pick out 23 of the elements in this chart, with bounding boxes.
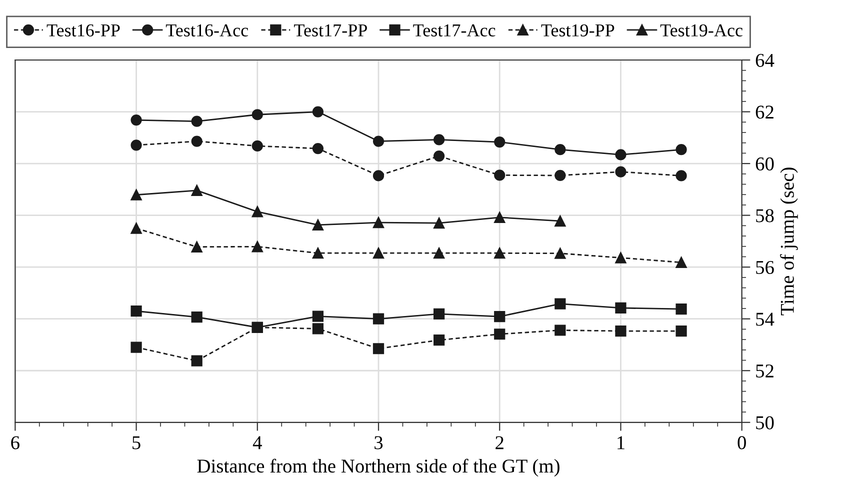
x-tick-label: 2 [496,436,504,450]
legend-label: Test19-Acc [660,24,742,36]
y-tick-label: 58 [756,209,774,222]
x-tick-label: 3 [374,436,383,450]
y-tick-label: 64 [756,54,774,67]
legend-label: Test19-PP [541,24,614,36]
y-tick-label: 62 [756,106,774,119]
y-tick-label: 52 [756,364,774,378]
legend-label: Test17-Acc [413,24,496,36]
y-axis-title: Time of jump (sec) [780,168,798,316]
x-tick-label: 0 [738,436,746,450]
x-tick-label: 4 [252,436,262,450]
y-tick-label: 60 [756,157,774,170]
y-tick-label: 50 [756,416,774,430]
x-tick-label: 6 [11,436,20,450]
legend-label: Test17-PP [294,24,367,36]
x-axis-title: Distance from the Northern side of the GT (m) [197,458,560,477]
y-tick-label: 54 [756,312,774,326]
y-tick-label: 56 [756,260,774,274]
legend-label: Test16-Acc [166,24,248,36]
legend-label: Test16-PP [46,24,120,36]
x-tick-label: 1 [618,436,624,450]
x-tick-label: 5 [132,436,140,450]
